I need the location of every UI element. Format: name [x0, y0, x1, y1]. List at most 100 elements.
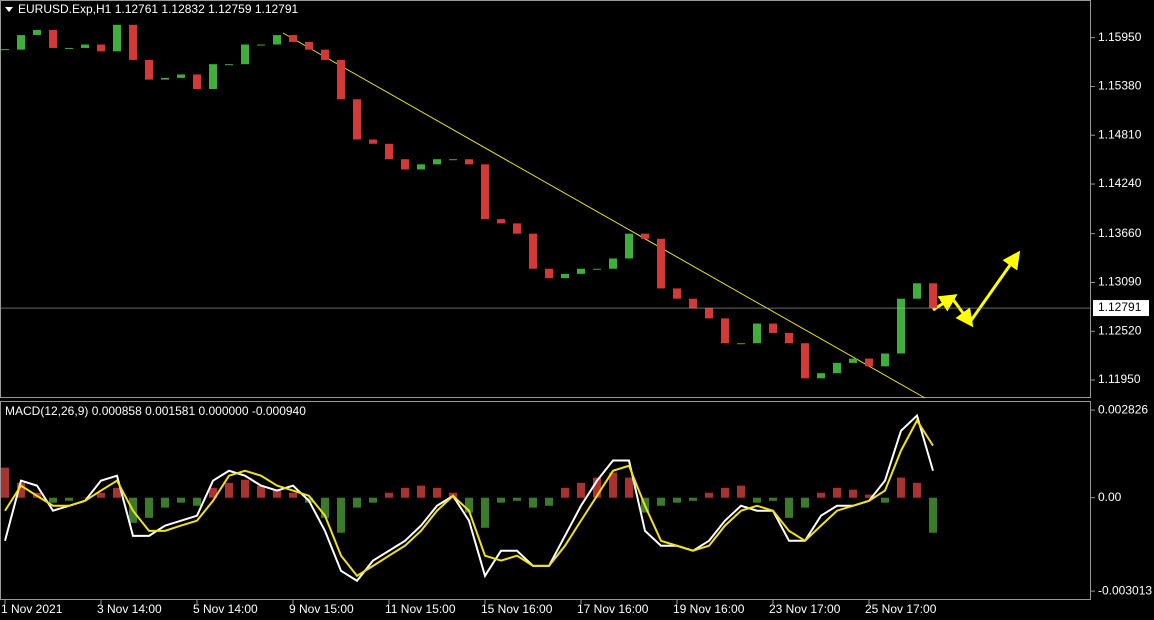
histogram-bar	[289, 492, 297, 498]
histogram-bar	[705, 492, 713, 498]
histogram-bar	[513, 497, 521, 501]
candle	[65, 47, 73, 49]
y-tick-label: -0.003013	[1098, 583, 1152, 597]
histogram-bar	[257, 485, 265, 498]
candle	[97, 44, 105, 52]
candle	[225, 64, 233, 66]
candle	[897, 298, 905, 354]
candle	[721, 318, 729, 344]
candle	[369, 139, 377, 144]
menu-triangle[interactable]	[5, 7, 13, 12]
y-tick-label: 1.15950	[1098, 30, 1142, 44]
histogram-bar	[241, 479, 249, 498]
y-tick-label: 0.002826	[1098, 402, 1148, 416]
candle	[641, 233, 649, 239]
histogram-bar	[801, 497, 809, 508]
candle	[833, 362, 841, 374]
histogram-bar	[785, 497, 793, 518]
candle	[81, 44, 89, 48]
histogram-bar	[769, 497, 777, 501]
x-tick-label: 25 Nov 17:00	[865, 602, 937, 616]
candle	[705, 308, 713, 319]
macd-title: MACD(12,26,9) 0.000858 0.001581 0.000000…	[5, 404, 306, 418]
candle	[625, 233, 633, 259]
x-tick-label: 23 Nov 17:00	[769, 602, 841, 616]
histogram-bar	[49, 497, 57, 503]
y-tick-label: 1.14810	[1098, 127, 1142, 141]
y-tick-label: 1.11950	[1098, 372, 1141, 386]
x-tick-label: 5 Nov 14:00	[193, 602, 258, 616]
candle	[1, 49, 9, 51]
candle	[321, 49, 329, 60]
candle	[33, 29, 41, 36]
symbol-title: EURUSD.Exp,H1 1.12761 1.12832 1.12759 1.…	[18, 2, 299, 16]
candle	[593, 268, 601, 270]
candle	[337, 59, 345, 100]
candle	[481, 164, 489, 220]
histogram-bar	[97, 492, 105, 498]
candle	[657, 238, 665, 289]
histogram-bar	[497, 497, 505, 503]
histogram-bar	[417, 485, 425, 498]
y-tick-label: 1.13090	[1098, 275, 1142, 289]
histogram-bar	[177, 497, 185, 503]
x-tick-label: 11 Nov 15:00	[385, 602, 456, 616]
histogram-bar	[17, 482, 25, 498]
candle	[465, 159, 473, 165]
candle	[113, 24, 121, 52]
macd-line	[4, 413, 934, 583]
histogram-bar	[737, 485, 745, 498]
histogram-bar	[657, 497, 665, 506]
x-tick-label: 9 Nov 15:00	[289, 602, 354, 616]
macd-line	[4, 418, 934, 578]
histogram-bar	[929, 497, 937, 533]
candle	[273, 35, 281, 45]
candle	[673, 288, 681, 299]
y-tick-label: 1.15380	[1098, 79, 1142, 93]
candle	[129, 24, 137, 60]
trend-line	[282, 32, 926, 399]
histogram-bar	[481, 497, 489, 528]
candle	[289, 35, 297, 42]
candle	[769, 323, 777, 333]
histogram-bar	[193, 497, 201, 506]
last-price-box	[1093, 300, 1149, 317]
histogram-bar	[209, 487, 217, 498]
histogram-bar	[401, 487, 409, 498]
candle	[385, 143, 393, 160]
histogram-bar	[881, 497, 889, 503]
candle	[689, 298, 697, 309]
candle	[913, 283, 921, 299]
histogram-bar	[609, 472, 617, 498]
y-tick-label: 0.00	[1098, 490, 1122, 504]
histogram-bar	[321, 497, 329, 518]
histogram-bar	[753, 497, 761, 503]
candle	[401, 159, 409, 170]
histogram-bar	[433, 487, 441, 498]
histogram-bar	[561, 487, 569, 498]
histogram-bar	[833, 487, 841, 498]
x-tick-label: 3 Nov 14:00	[97, 602, 162, 616]
arrow	[950, 297, 974, 328]
histogram-bar	[161, 497, 169, 508]
candle	[865, 358, 873, 367]
candle	[545, 268, 553, 279]
histogram-bar	[225, 482, 233, 498]
histogram-bar	[529, 497, 537, 508]
histogram-bar	[865, 494, 873, 498]
candle	[881, 353, 889, 367]
candle	[529, 233, 537, 269]
histogram-bar	[817, 492, 825, 498]
candle	[801, 343, 809, 379]
histogram-bar	[337, 497, 345, 533]
candle	[17, 35, 25, 50]
histogram-bar	[673, 497, 681, 503]
last-price-label: 1.12791	[1098, 300, 1142, 314]
candle	[257, 44, 265, 46]
x-tick-label: 15 Nov 16:00	[481, 602, 553, 616]
histogram-bar	[545, 497, 553, 506]
candle	[145, 59, 153, 80]
candle	[49, 29, 57, 48]
candle	[177, 74, 185, 78]
